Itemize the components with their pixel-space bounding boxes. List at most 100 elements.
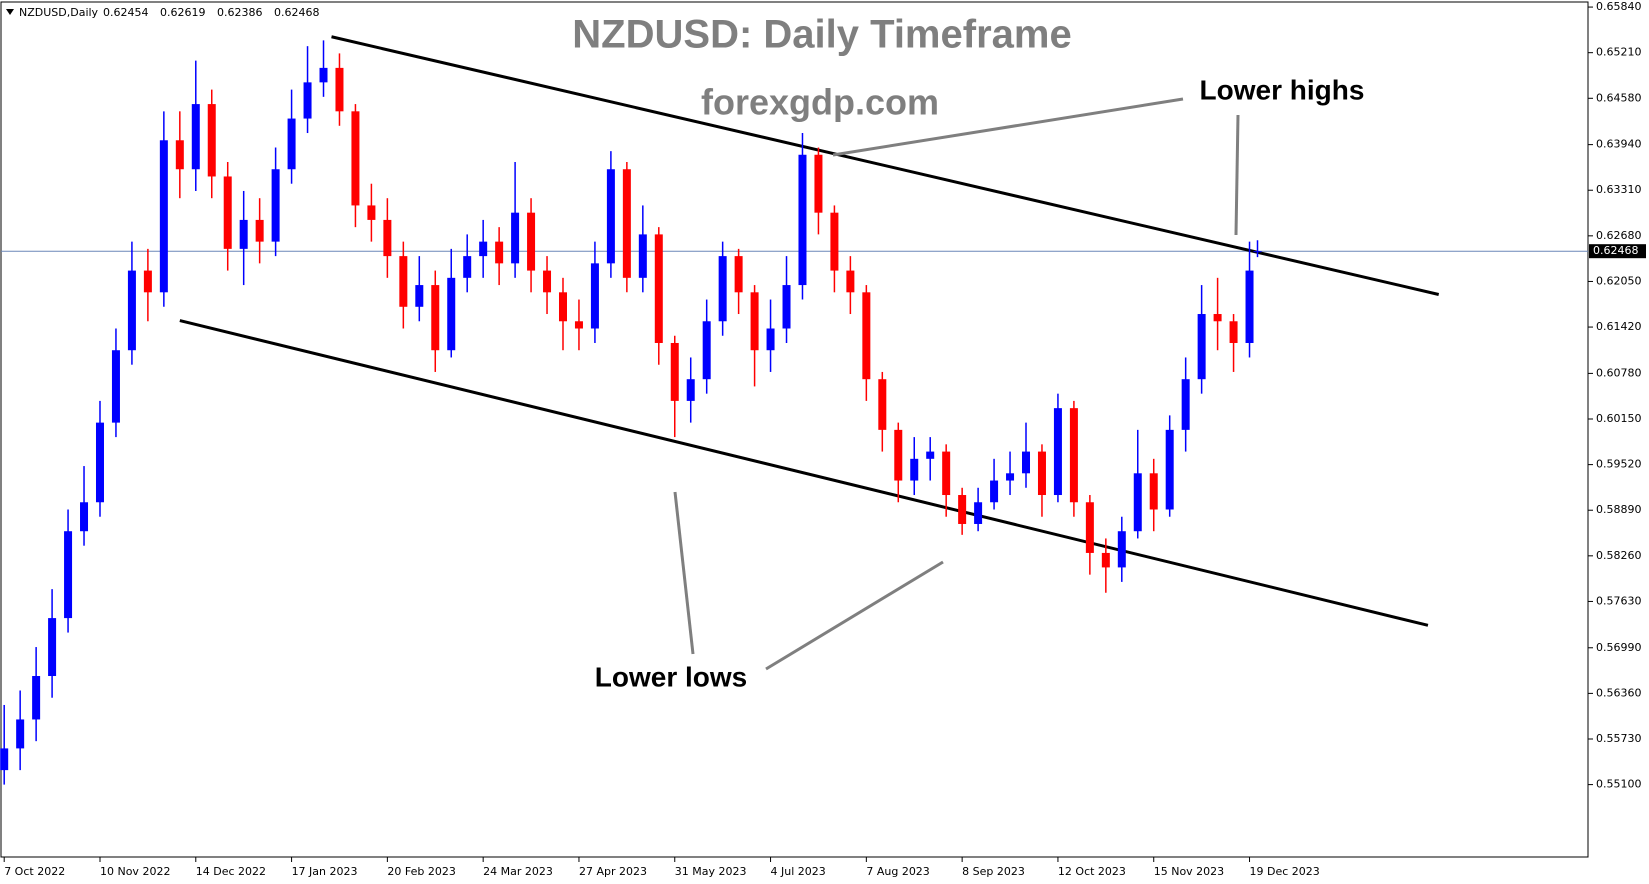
candle-body [606, 169, 615, 264]
y-tick-label: 0.60150 [1596, 412, 1642, 425]
candle-body [16, 719, 25, 749]
candle-body [175, 140, 184, 170]
plot-frame [0, 1, 1589, 858]
x-tick-label: 27 Apr 2023 [579, 865, 647, 878]
candle-body [1053, 408, 1062, 496]
annotation: Lower highs [1200, 74, 1365, 105]
x-tick-label: 7 Oct 2022 [4, 865, 65, 878]
candle-body [1022, 451, 1031, 474]
candle-body [1006, 473, 1015, 481]
candle-body [48, 618, 57, 677]
x-tick-label: 17 Jan 2023 [292, 865, 358, 878]
candle-body [590, 263, 599, 329]
candle-body [527, 212, 536, 271]
annotation-pointer [765, 560, 944, 671]
candle-body [1037, 451, 1046, 496]
candle-body [447, 277, 456, 351]
candle-body [1133, 473, 1142, 532]
price-label: 0.62468 [1593, 244, 1639, 257]
chart-subtitle: forexgdp.com [701, 82, 939, 123]
candle-body [846, 270, 855, 293]
candle-body [670, 342, 679, 401]
candle-body [1069, 408, 1078, 503]
candle-body [239, 219, 248, 249]
candle-body [95, 422, 104, 503]
ohlc-high: 0.62619 [160, 6, 206, 19]
candle-body [1253, 251, 1262, 253]
x-tick-label: 19 Dec 2023 [1250, 865, 1320, 878]
candle-body [80, 502, 89, 532]
price-label-box [1589, 244, 1646, 259]
candle-body [511, 212, 520, 264]
y-tick-label: 0.65210 [1596, 46, 1642, 59]
x-tick-label: 7 Aug 2023 [866, 865, 929, 878]
y-tick-label: 0.55730 [1596, 732, 1642, 745]
y-tick-label: 0.59520 [1596, 458, 1642, 471]
y-tick-label: 0.58890 [1596, 503, 1642, 516]
candle-body [702, 321, 711, 380]
candle-body [543, 270, 552, 293]
y-tick-label: 0.55100 [1596, 778, 1642, 791]
candle-body [415, 285, 424, 307]
y-tick-label: 0.63940 [1596, 138, 1642, 151]
candle-body [910, 458, 919, 481]
candle-body [574, 321, 583, 329]
ohlc-open: 0.62454 [103, 6, 149, 19]
candle-body [287, 118, 296, 170]
x-tick-label: 15 Nov 2023 [1154, 865, 1224, 878]
x-tick-label: 8 Sep 2023 [962, 865, 1025, 878]
annotation-pointer [832, 97, 1184, 157]
candle-body [1213, 314, 1222, 322]
candle-body [638, 234, 647, 278]
candle-body [1245, 270, 1254, 343]
candle-body [271, 169, 280, 242]
candle-body [974, 502, 983, 524]
candle-body [383, 219, 392, 257]
candle-body [64, 531, 73, 619]
candle-body [1181, 379, 1190, 430]
x-tick-label: 10 Nov 2022 [100, 865, 170, 878]
x-tick-label: 20 Feb 2023 [387, 865, 455, 878]
y-tick-label: 0.58260 [1596, 549, 1642, 562]
chart-title: NZDUSD: Daily Timeframe [572, 13, 1071, 57]
candle-body [159, 140, 168, 293]
candle-body [1165, 429, 1174, 510]
candle-body [814, 154, 823, 213]
candle-body [1229, 321, 1238, 343]
candle-body [479, 241, 488, 257]
candle-body [1085, 502, 1094, 553]
y-tick-label: 0.56990 [1596, 641, 1642, 654]
ohlc-low: 0.62386 [217, 6, 263, 19]
candle-body [782, 285, 791, 329]
candle-body [926, 451, 935, 459]
candle-body [495, 241, 504, 264]
symbol-marker [6, 9, 14, 15]
symbol: NZDUSD,Daily [19, 6, 99, 19]
candle-body [1101, 552, 1110, 568]
y-tick-label: 0.63310 [1596, 183, 1642, 196]
x-tick-label: 31 May 2023 [675, 865, 747, 878]
candle-body [319, 67, 328, 83]
y-tick-label: 0.65840 [1596, 0, 1642, 13]
candle-body [622, 169, 631, 278]
candle-body [766, 328, 775, 351]
candle-body [127, 270, 136, 351]
x-tick-label: 4 Jul 2023 [771, 865, 826, 878]
x-tick-label: 24 Mar 2023 [483, 865, 553, 878]
candle-body [734, 256, 743, 293]
candle-body [654, 234, 663, 343]
y-tick-label: 0.57630 [1596, 594, 1642, 607]
y-tick-label: 0.56360 [1596, 686, 1642, 699]
candle-body [223, 176, 232, 249]
candle-body [958, 495, 967, 524]
candle-body [191, 104, 200, 170]
candle-body [990, 480, 999, 503]
candle-body [143, 270, 152, 293]
candle-body [463, 256, 472, 278]
candle-body [830, 212, 839, 271]
y-tick-label: 0.60780 [1596, 366, 1642, 379]
candle-body [942, 451, 951, 496]
candle-body [0, 748, 9, 771]
y-tick-label: 0.64580 [1596, 91, 1642, 104]
